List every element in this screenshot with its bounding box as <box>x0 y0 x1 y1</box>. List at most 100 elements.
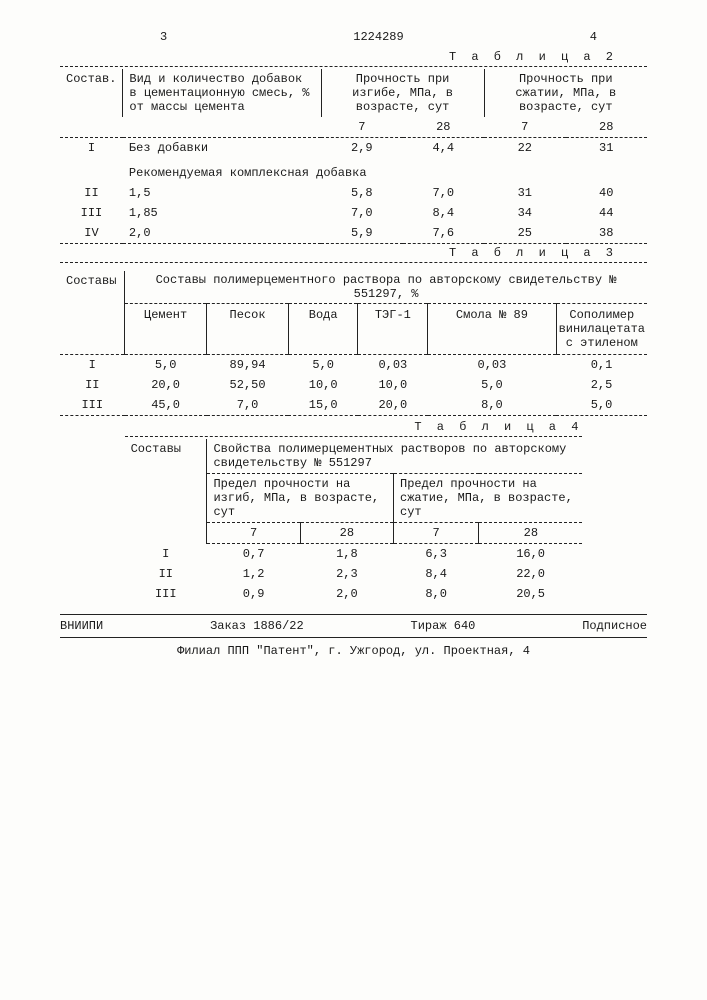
t4-sub: 7 <box>394 523 479 544</box>
t2-r3-add: 1,85 <box>123 203 321 223</box>
divider <box>60 262 647 263</box>
t4-cell: 8,0 <box>394 584 479 604</box>
t2-cell: 31 <box>566 138 647 159</box>
t2-cell: 44 <box>566 203 647 223</box>
table3: Составы Составы полимерцементного раство… <box>60 271 647 416</box>
t4-col-bend: Предел прочности на изгиб, МПа, в возрас… <box>207 474 394 523</box>
t2-cell: 34 <box>484 203 565 223</box>
t4-cell: 1,8 <box>300 544 393 565</box>
t2-cell: 7,0 <box>321 203 402 223</box>
t4-cell: 0,7 <box>207 544 300 565</box>
t2-cell: 2,9 <box>321 138 402 159</box>
t2-col-composition: Состав. <box>60 69 123 117</box>
t2-col-additive: Вид и количество добавок в цементационну… <box>123 69 321 117</box>
t4-col0: Составы <box>125 439 207 544</box>
t2-r1-id: I <box>60 138 123 159</box>
t4-cell: 20,5 <box>479 584 583 604</box>
footer-sub: Подписное <box>582 619 647 633</box>
t2-cell: 40 <box>566 183 647 203</box>
t2-cell: 38 <box>566 223 647 244</box>
t4-cell: 22,0 <box>479 564 583 584</box>
t4-row-id: III <box>125 584 207 604</box>
t3-col: Смола № 89 <box>428 304 556 355</box>
t2-sub-28a: 28 <box>403 117 484 138</box>
t3-col: Вода <box>288 304 358 355</box>
t2-sub-7b: 7 <box>484 117 565 138</box>
t4-sub: 28 <box>479 523 583 544</box>
table2-title: Т а б л и ц а 2 <box>60 50 647 64</box>
t3-cell: 10,0 <box>288 375 358 395</box>
t2-cell: 5,9 <box>321 223 402 244</box>
table4-title: Т а б л и ц а 4 <box>125 420 583 434</box>
t2-r4-id: IV <box>60 223 123 244</box>
footer-row: ВНИИПИ Заказ 1886/22 Тираж 640 Подписное <box>60 614 647 638</box>
t2-sub-7a: 7 <box>321 117 402 138</box>
t2-cell: 25 <box>484 223 565 244</box>
t3-cell: 89,94 <box>207 355 289 376</box>
t3-cell: 10,0 <box>358 375 428 395</box>
t4-cell: 0,9 <box>207 584 300 604</box>
t4-cell: 8,4 <box>394 564 479 584</box>
footer-address: Филиал ППП "Патент", г. Ужгород, ул. Про… <box>60 638 647 658</box>
t3-cell: 8,0 <box>428 395 556 416</box>
t3-col: Цемент <box>125 304 207 355</box>
t4-cell: 2,0 <box>300 584 393 604</box>
t2-sub-28b: 28 <box>566 117 647 138</box>
t4-cell: 6,3 <box>394 544 479 565</box>
t4-sub: 28 <box>300 523 393 544</box>
t2-r2-add: 1,5 <box>123 183 321 203</box>
t3-row-id: I <box>60 355 125 376</box>
t2-col-compression: Прочность при сжатии, МПа, в возрасте, с… <box>484 69 647 117</box>
t2-r2-id: II <box>60 183 123 203</box>
t4-col-comp: Предел прочности на сжатие, МПа, в возра… <box>394 474 583 523</box>
t3-cell: 0,03 <box>358 355 428 376</box>
divider <box>125 436 583 437</box>
t3-cell: 5,0 <box>556 395 647 416</box>
t2-r4-add: 2,0 <box>123 223 321 244</box>
page-num-right: 4 <box>590 30 597 44</box>
t2-cell: 7,6 <box>403 223 484 244</box>
t2-r1-add: Без добавки <box>123 138 321 159</box>
footer-tirazh: Тираж 640 <box>411 619 476 633</box>
t3-cell: 45,0 <box>125 395 207 416</box>
t2-cell: 4,4 <box>403 138 484 159</box>
t3-cell: 0,03 <box>428 355 556 376</box>
doc-number: 1224289 <box>353 30 403 44</box>
t3-head: Составы полимерцементного раствора по ав… <box>125 271 647 304</box>
t2-cell: 31 <box>484 183 565 203</box>
t3-cell: 15,0 <box>288 395 358 416</box>
t2-cell: 22 <box>484 138 565 159</box>
t3-cell: 5,0 <box>428 375 556 395</box>
t4-head: Свойства полимерцементных растворов по а… <box>207 439 582 474</box>
footer-org: ВНИИПИ <box>60 619 103 633</box>
page-header: 3 1224289 4 <box>60 30 647 44</box>
t3-cell: 52,50 <box>207 375 289 395</box>
footer-order: Заказ 1886/22 <box>210 619 304 633</box>
t3-col: ТЭГ-1 <box>358 304 428 355</box>
t4-cell: 16,0 <box>479 544 583 565</box>
t2-col-bending: Прочность при изгибе, МПа, в возрасте, с… <box>321 69 484 117</box>
t3-col: Сополимер винилацетата с этиленом <box>556 304 647 355</box>
table2: Состав. Вид и количество добавок в цемен… <box>60 69 647 244</box>
t4-cell: 2,3 <box>300 564 393 584</box>
t3-cell: 20,0 <box>358 395 428 416</box>
t4-row-id: II <box>125 564 207 584</box>
t4-sub: 7 <box>207 523 300 544</box>
divider <box>60 66 647 67</box>
t3-cell: 5,0 <box>125 355 207 376</box>
t2-cell: 5,8 <box>321 183 402 203</box>
t4-row-id: I <box>125 544 207 565</box>
page-num-left: 3 <box>160 30 167 44</box>
t2-note: Рекомендуемая комплексная добавка <box>123 158 647 183</box>
table3-title: Т а б л и ц а 3 <box>60 246 647 260</box>
t3-cell: 20,0 <box>125 375 207 395</box>
t3-cell: 5,0 <box>288 355 358 376</box>
t2-cell: 8,4 <box>403 203 484 223</box>
t3-cell: 0,1 <box>556 355 647 376</box>
t3-cell: 7,0 <box>207 395 289 416</box>
table4: Составы Свойства полимерцементных раство… <box>125 439 583 604</box>
t3-row-id: III <box>60 395 125 416</box>
t4-cell: 1,2 <box>207 564 300 584</box>
t3-row-id: II <box>60 375 125 395</box>
t3-cell: 2,5 <box>556 375 647 395</box>
